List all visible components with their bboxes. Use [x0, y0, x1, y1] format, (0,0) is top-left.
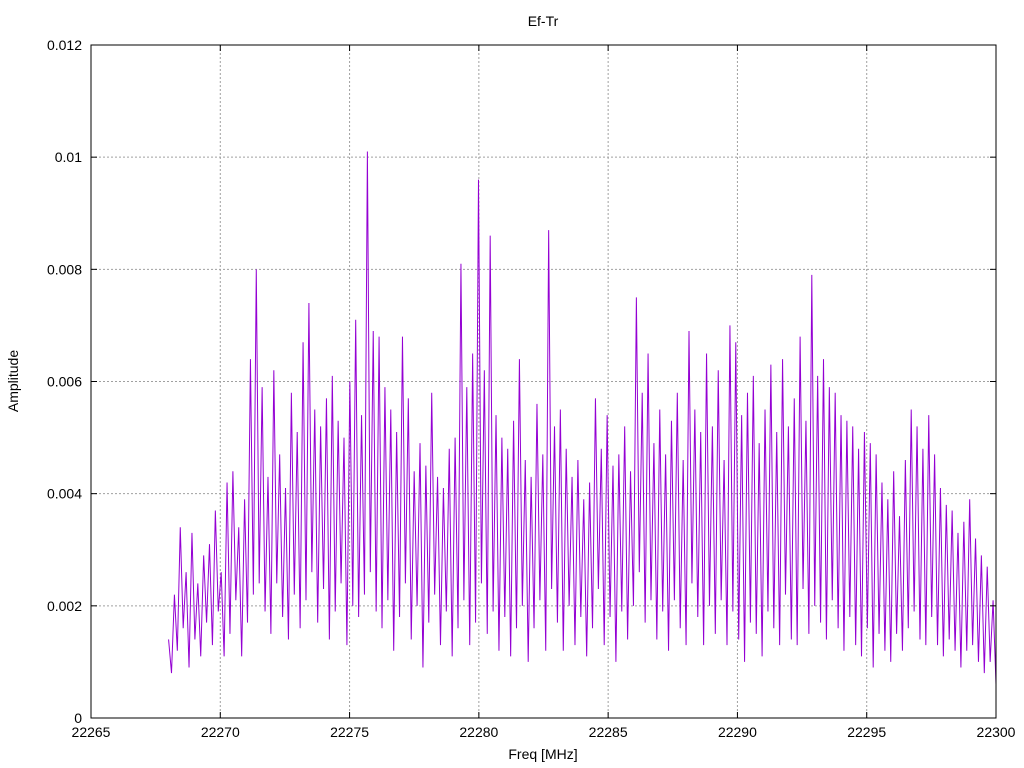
x-tick-label: 22285 — [589, 724, 628, 740]
y-tick-label: 0.006 — [47, 374, 82, 390]
x-tick-label: 22295 — [847, 724, 886, 740]
y-tick-label: 0.008 — [47, 261, 82, 277]
x-tick-label: 22265 — [72, 724, 111, 740]
y-axis-label: Amplitude — [5, 350, 21, 412]
x-tick-label: 22300 — [977, 724, 1016, 740]
x-axis-label: Freq [MHz] — [508, 746, 577, 762]
x-tick-label: 22270 — [201, 724, 240, 740]
x-tick-label: 22275 — [330, 724, 369, 740]
y-tick-label: 0.004 — [47, 486, 82, 502]
axis-ticks: 22265 22270 22275 22280 22285 22290 22295 22300… — [47, 37, 1016, 740]
x-tick-label: 22280 — [459, 724, 498, 740]
y-tick-label: 0.012 — [47, 37, 82, 53]
grid — [91, 45, 996, 718]
series-line — [168, 151, 997, 685]
chart-title: Ef-Tr — [528, 13, 559, 29]
x-tick-label: 22290 — [718, 724, 757, 740]
y-tick-label: 0.002 — [47, 598, 82, 614]
y-tick-label: 0 — [74, 710, 82, 726]
y-tick-label: 0.01 — [55, 149, 82, 165]
series-layer — [168, 151, 997, 685]
